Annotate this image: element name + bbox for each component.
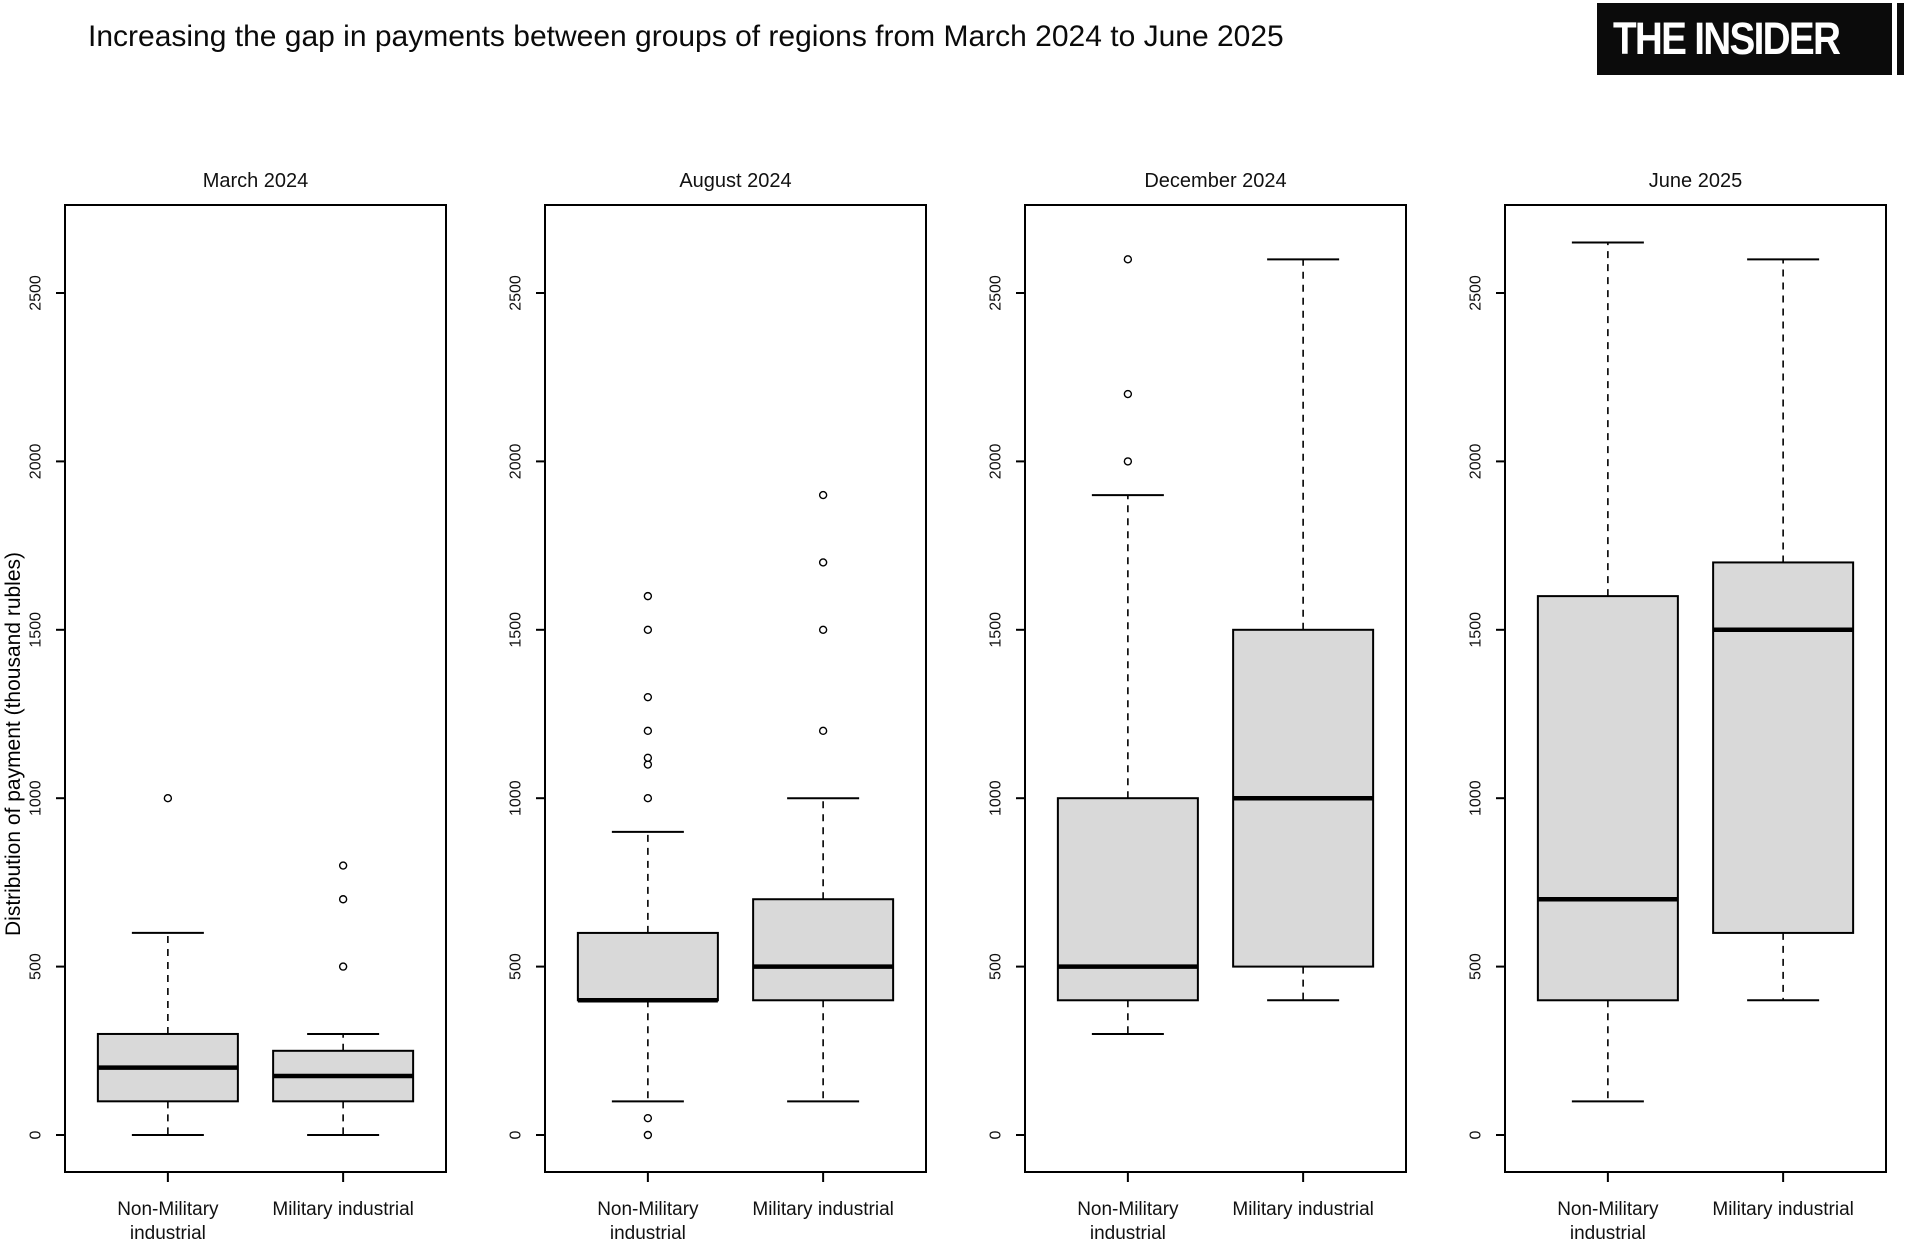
y-tick-label: 1000 xyxy=(988,780,1005,816)
box-non-military-industrial xyxy=(1536,595,1679,1002)
x-category-label-non-military-industrial: industrial xyxy=(1570,1223,1646,1244)
logo-bar xyxy=(1897,3,1905,75)
panel-title: August 2024 xyxy=(679,170,791,192)
outlier-point-military-industrial xyxy=(338,861,348,870)
panel-december-2024: December 2024 0 500 1000 1500 2000 2500 Non-Mil… xyxy=(988,170,1407,1244)
outlier-point-military-industrial xyxy=(338,962,348,971)
panel-title: March 2024 xyxy=(203,170,309,192)
y-tick-label: 0 xyxy=(1468,1130,1485,1139)
outlier-point-military-industrial xyxy=(818,625,828,634)
plot-border xyxy=(544,204,927,1173)
y-tick-label: 2000 xyxy=(28,444,45,480)
y-tick-label: 2500 xyxy=(988,275,1005,311)
y-tick-label: 1000 xyxy=(1468,780,1485,816)
outlier-point-military-industrial xyxy=(818,726,828,736)
y-tick-label: 1500 xyxy=(28,612,45,648)
y-tick-label: 0 xyxy=(988,1130,1005,1139)
panel-title: December 2024 xyxy=(1144,170,1286,192)
y-tick-label: 500 xyxy=(508,953,525,980)
outlier-point-non-military-industrial xyxy=(643,625,653,634)
y-tick-label: 1500 xyxy=(1468,612,1485,648)
y-tick-label: 1000 xyxy=(508,780,525,816)
outlier-point-military-industrial xyxy=(338,895,348,904)
x-category-label-non-military-industrial: Non-Military xyxy=(117,1199,219,1220)
y-tick-label: 500 xyxy=(1468,953,1485,980)
box-non-military-industrial xyxy=(576,931,719,1002)
panel-august-2024: August 2024 0 500 1000 1500 2000 2500 Non-Milit… xyxy=(508,170,927,1244)
outlier-point-non-military-industrial xyxy=(643,760,653,769)
y-tick-label: 2500 xyxy=(508,275,525,311)
x-category-label-military-industrial: Military industrial xyxy=(752,1199,893,1220)
outlier-point-non-military-industrial xyxy=(643,753,653,762)
outlier-point-non-military-industrial xyxy=(643,692,653,702)
box-non-military-industrial xyxy=(1056,797,1199,1002)
x-category-label-non-military-industrial: industrial xyxy=(1090,1223,1166,1244)
logo-box: THE INSIDER xyxy=(1597,3,1893,75)
chart-main-title: Increasing the gap in payments between g… xyxy=(88,20,1284,53)
y-tick-label: 1500 xyxy=(988,612,1005,648)
x-category-label-non-military-industrial: industrial xyxy=(130,1223,206,1244)
outlier-point-non-military-industrial xyxy=(643,1113,653,1123)
y-tick-label: 500 xyxy=(988,953,1005,980)
y-tick-label: 2000 xyxy=(988,444,1005,480)
box-military-industrial xyxy=(1712,561,1855,934)
outlier-point-non-military-industrial xyxy=(643,591,653,601)
panel-title: June 2025 xyxy=(1649,170,1742,192)
y-tick-label: 500 xyxy=(28,953,45,980)
y-tick-label: 2000 xyxy=(1468,444,1485,480)
y-tick-label: 1500 xyxy=(508,612,525,648)
outlier-point-non-military-industrial xyxy=(643,726,653,736)
y-tick-label: 0 xyxy=(28,1130,45,1139)
plot-border xyxy=(1504,204,1887,1173)
x-category-label-non-military-industrial: industrial xyxy=(610,1223,686,1244)
y-tick-label: 2000 xyxy=(508,444,525,480)
outlier-point-non-military-industrial xyxy=(163,794,173,803)
outlier-point-non-military-industrial xyxy=(1123,457,1133,466)
x-category-label-military-industrial: Military industrial xyxy=(1232,1199,1373,1220)
x-category-label-non-military-industrial: Non-Military xyxy=(1557,1199,1659,1220)
outlier-point-military-industrial xyxy=(818,558,828,567)
x-category-label-non-military-industrial: Non-Military xyxy=(1077,1199,1179,1220)
plot-border xyxy=(64,204,447,1173)
panel-march-2024: March 2024 0 500 1000 1500 2000 2500 Non-Milita… xyxy=(28,170,447,1244)
y-tick-label: 1000 xyxy=(28,780,45,816)
outlier-point-non-military-industrial xyxy=(643,1130,653,1140)
plot-border xyxy=(1024,204,1407,1173)
y-tick-label: 2500 xyxy=(28,275,45,311)
outlier-point-non-military-industrial xyxy=(1123,389,1133,399)
x-category-label-military-industrial: Military industrial xyxy=(1712,1199,1853,1220)
x-category-label-military-industrial: Military industrial xyxy=(272,1199,413,1220)
logo-text: THE INSIDER xyxy=(1613,13,1841,64)
y-tick-label: 2500 xyxy=(1468,275,1485,311)
outlier-point-non-military-industrial xyxy=(643,794,653,803)
y-tick-label: 0 xyxy=(508,1130,525,1139)
outlier-point-non-military-industrial xyxy=(1123,255,1133,264)
outlier-point-military-industrial xyxy=(818,490,828,500)
x-category-label-non-military-industrial: Non-Military xyxy=(597,1199,699,1220)
panel-june-2025: June 2025 0 500 1000 1500 2000 2500 Non-Militar… xyxy=(1468,170,1887,1244)
the-insider-logo: THE INSIDER xyxy=(1597,3,1905,75)
box-military-industrial xyxy=(752,898,895,1002)
